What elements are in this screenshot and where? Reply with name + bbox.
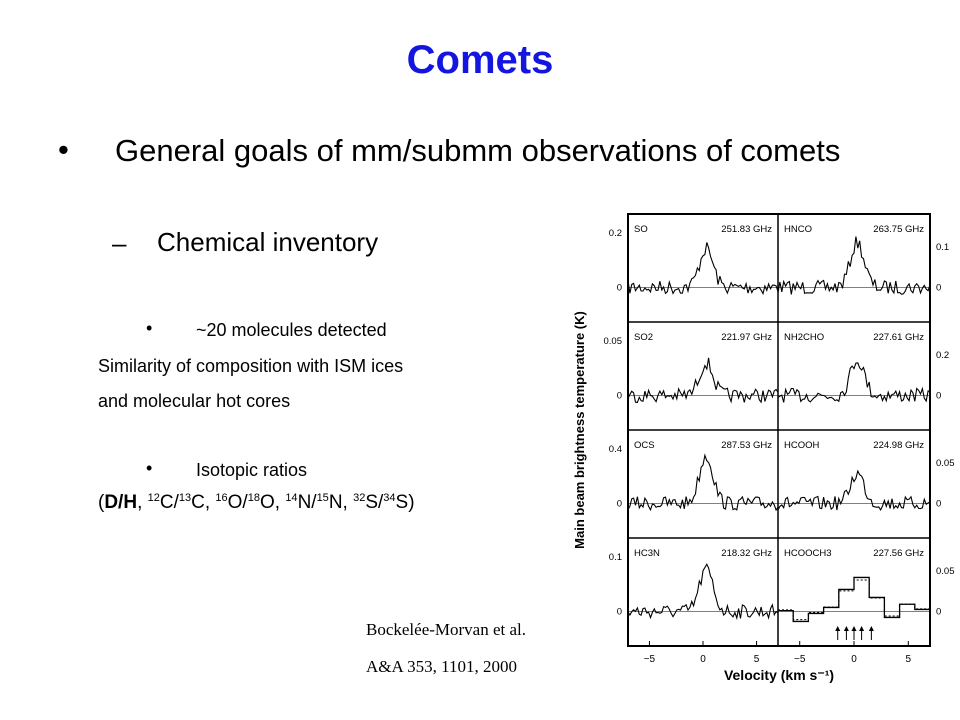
slide-title: Comets (406, 38, 554, 82)
y-tick-label: 0.1 (609, 552, 622, 563)
line-position-arrowhead (843, 626, 849, 631)
panel-molecule-label: SO (634, 224, 648, 235)
y-tick-label: 0.2 (936, 350, 949, 361)
x-tick-label: 5 (754, 654, 760, 665)
panel-molecule-label: SO2 (634, 332, 653, 343)
molecules-detected-text: ~20 molecules detected (196, 320, 387, 340)
panel-molecule-label: OCS (634, 440, 655, 451)
y-axis-label: Main beam brightness temperature (K) (572, 311, 587, 549)
model-histogram (778, 579, 930, 621)
y-tick-label: 0.4 (609, 444, 622, 455)
spectra-figure: SO 251.83 GHz 0.2 0 HNCO 263.75 GHz 0.1 0 SO2 221… (572, 213, 955, 683)
spectrum-trace (627, 563, 779, 621)
spectrum-trace (777, 236, 931, 295)
y-tick-label: 0 (617, 498, 622, 509)
y-tick-label: 0.1 (936, 242, 949, 253)
spectrum-trace (627, 453, 779, 512)
y-tick-label: 0 (617, 282, 622, 293)
y-tick-label: 0 (617, 390, 622, 401)
citation-journal: A&A 353, 1101, 2000 (366, 657, 517, 676)
subgoal-text: Chemical inventory (157, 227, 379, 257)
similarity-line-2: and molecular hot cores (98, 391, 291, 411)
x-tick-label: 0 (700, 654, 706, 665)
goal-text: General goals of mm/submm observations o… (115, 133, 841, 168)
y-tick-label: 0 (936, 390, 941, 401)
bullet-marker-small: • (146, 318, 153, 338)
panel-frequency-label: 227.56 GHz (873, 548, 924, 559)
panel-frequency-label: 263.75 GHz (873, 224, 924, 235)
spectrum-trace (777, 362, 931, 403)
panel-molecule-label: NH2CHO (784, 332, 824, 343)
spectrum-trace (627, 242, 779, 296)
y-tick-label: 0 (617, 606, 622, 617)
panel-molecule-label: HC3N (634, 548, 660, 559)
y-tick-label: 0.2 (609, 228, 622, 239)
x-tick-label: 5 (906, 654, 912, 665)
isotopic-ratios-text: Isotopic ratios (196, 460, 308, 480)
y-tick-label: 0.05 (936, 458, 955, 469)
isotopic-ratios-list: (D/H, 12C/13C, 16O/18O, 14N/15N, 32S/34S… (98, 492, 415, 513)
x-axis-label: Velocity (km s⁻¹) (724, 667, 834, 683)
x-tick-label: −5 (644, 654, 656, 665)
panel-molecule-label: HCOOCH3 (784, 548, 832, 559)
panel-frequency-label: 224.98 GHz (873, 440, 924, 451)
x-tick-label: −5 (794, 654, 806, 665)
line-position-arrowhead (851, 626, 857, 631)
panel-molecule-label: HCOOH (784, 440, 820, 451)
panel-frequency-label: 218.32 GHz (721, 548, 772, 559)
y-tick-label: 0 (936, 498, 941, 509)
y-tick-label: 0 (936, 606, 941, 617)
line-position-arrowhead (835, 626, 841, 631)
spectrum-trace (627, 357, 779, 404)
line-position-arrowhead (868, 626, 874, 631)
line-position-arrowhead (859, 626, 865, 631)
panel-frequency-label: 221.97 GHz (721, 332, 772, 343)
panel-frequency-label: 227.61 GHz (873, 332, 924, 343)
dash-marker: – (112, 228, 127, 258)
y-tick-label: 0.05 (936, 566, 955, 577)
panel-molecule-label: HNCO (784, 224, 812, 235)
similarity-line-1: Similarity of composition with ISM ices (98, 356, 404, 376)
citation-authors: Bockelée-Morvan et al. (366, 620, 527, 639)
bullet-marker: • (58, 132, 69, 167)
x-tick-label: 0 (851, 654, 857, 665)
y-tick-label: 0 (936, 282, 941, 293)
y-tick-label: 0.05 (604, 336, 623, 347)
panel-frequency-label: 287.53 GHz (721, 440, 772, 451)
spectrum-trace (777, 469, 931, 512)
bullet-marker-small: • (146, 458, 153, 478)
panel-frequency-label: 251.83 GHz (721, 224, 772, 235)
